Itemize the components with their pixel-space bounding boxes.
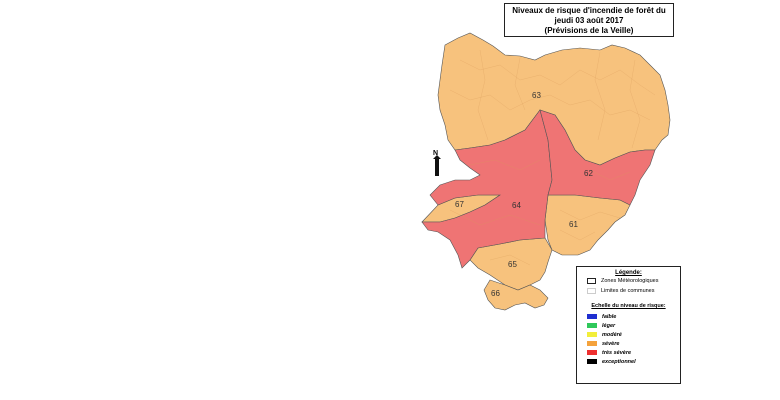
north-letter: N bbox=[433, 150, 439, 157]
zone-label-66: 66 bbox=[491, 289, 500, 298]
zone-label-65: 65 bbox=[508, 260, 517, 269]
legend-title: Légende: bbox=[615, 270, 642, 276]
north-arrow: N bbox=[431, 150, 443, 178]
zone-66[interactable] bbox=[483, 279, 549, 311]
level-tres-severe: très sévère bbox=[587, 348, 680, 357]
level-swatch bbox=[587, 332, 597, 337]
title-line-2: jeudi 03 août 2017 bbox=[554, 16, 624, 25]
zone-label-63: 63 bbox=[532, 91, 541, 100]
legend: Légende: Zones Météorologiques Limites d… bbox=[576, 266, 681, 384]
zone-label-61: 61 bbox=[569, 220, 578, 229]
commune-limits bbox=[449, 49, 656, 266]
commune-boundary-swatch bbox=[587, 288, 596, 294]
level-modere: modéré bbox=[587, 330, 680, 339]
level-faible: faible bbox=[587, 312, 680, 321]
level-swatch bbox=[587, 341, 597, 346]
level-swatch bbox=[587, 350, 597, 355]
legend-item-label: Limites de communes bbox=[601, 288, 655, 294]
north-arrow-icon bbox=[433, 155, 441, 176]
level-label: modéré bbox=[602, 331, 622, 338]
level-swatch bbox=[587, 323, 597, 328]
zone-label-67: 67 bbox=[455, 200, 464, 209]
legend-item-zones: Zones Météorologiques bbox=[587, 276, 680, 286]
level-swatch bbox=[587, 359, 597, 364]
zone-label-62: 62 bbox=[584, 169, 593, 178]
level-leger: léger bbox=[587, 321, 680, 330]
level-severe: sévère bbox=[587, 339, 680, 348]
map-title: Niveaux de risque d'incendie de forêt du… bbox=[504, 3, 674, 37]
title-line-3: (Prévisions de la Veille) bbox=[544, 26, 634, 35]
level-label: très sévère bbox=[602, 349, 632, 356]
level-swatch bbox=[587, 314, 597, 319]
legend-item-label: Zones Météorologiques bbox=[601, 278, 659, 284]
level-label: exceptionnel bbox=[602, 358, 636, 365]
zone-62[interactable] bbox=[539, 109, 656, 206]
scale-title: Echelle du niveau de risque: bbox=[591, 303, 666, 309]
zone-61[interactable] bbox=[544, 194, 631, 256]
level-label: sévère bbox=[602, 340, 620, 347]
level-label: léger bbox=[602, 322, 616, 329]
title-line-1: Niveaux de risque d'incendie de forêt du bbox=[512, 6, 666, 15]
level-label: faible bbox=[602, 313, 617, 320]
level-exceptionnel: exceptionnel bbox=[587, 357, 680, 366]
zone-boundary-swatch bbox=[587, 278, 596, 284]
zone-label-64: 64 bbox=[512, 201, 521, 210]
legend-item-communes: Limites de communes bbox=[587, 286, 680, 296]
